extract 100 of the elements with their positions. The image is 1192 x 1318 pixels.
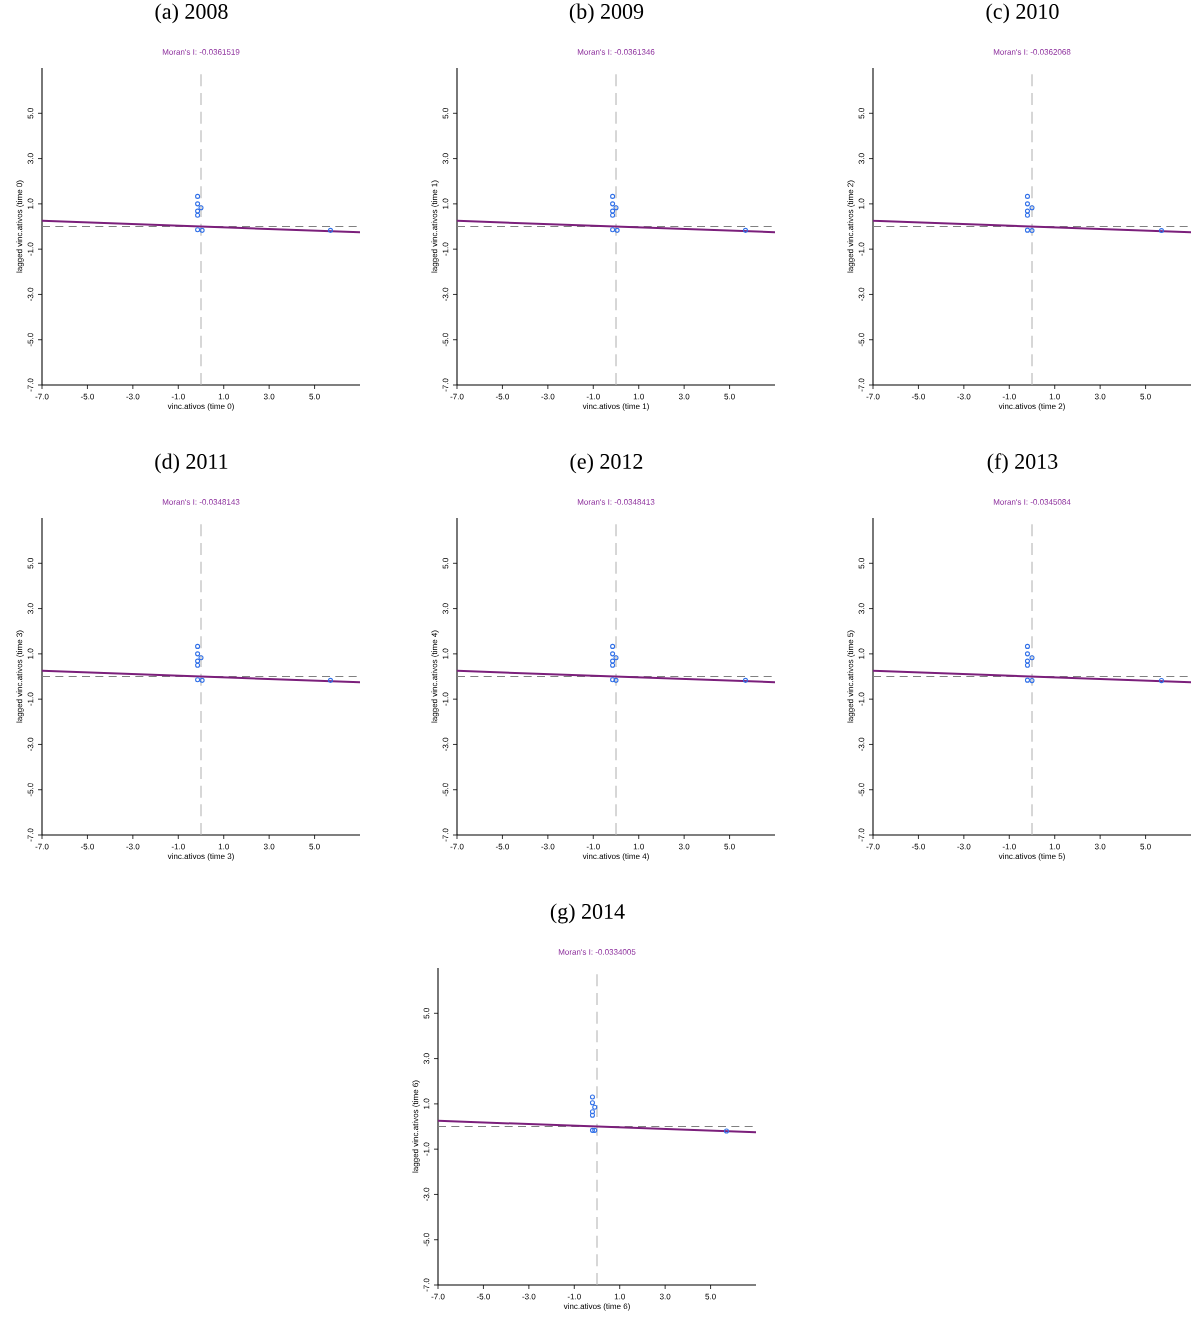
y-tick-label: 1.0 <box>858 648 865 659</box>
point <box>1024 227 1030 233</box>
y-tick-label: -1.0 <box>442 242 449 256</box>
y-tick-label: -5.0 <box>858 333 865 347</box>
y-tick-label: -5.0 <box>27 783 34 797</box>
point <box>195 662 201 668</box>
x-tick-label: -3.0 <box>522 1293 536 1300</box>
point <box>1024 193 1030 199</box>
y-tick-label: 3.0 <box>442 603 449 614</box>
x-tick-label: -5.0 <box>911 843 926 850</box>
x-axis-title: vinc.ativos (time 6) <box>563 1303 630 1311</box>
y-tick-label: -1.0 <box>27 242 34 256</box>
x-tick-label: -7.0 <box>866 393 880 400</box>
point <box>610 651 616 657</box>
x-tick-label: 1.0 <box>633 843 644 850</box>
y-tick-label: -1.0 <box>442 692 449 706</box>
x-tick-label: -1.0 <box>171 393 185 400</box>
x-tick-label: 1.0 <box>1049 843 1060 850</box>
x-tick-label: -1.0 <box>586 843 600 850</box>
x-tick-label: -3.0 <box>126 393 140 400</box>
chart-subtitle: Moran's I: -0.0334005 <box>558 949 636 955</box>
x-tick-label: -5.0 <box>495 843 510 850</box>
y-tick-label: 5.0 <box>858 558 865 569</box>
y-tick-label: 5.0 <box>423 1008 430 1019</box>
point <box>195 651 201 657</box>
x-tick-label: 3.0 <box>263 843 275 850</box>
point <box>610 227 616 233</box>
x-tick-label: -1.0 <box>1002 843 1016 850</box>
chart-subtitle: Moran's I: -0.0361346 <box>577 49 655 55</box>
point <box>198 655 204 661</box>
y-tick-label: 5.0 <box>442 558 449 569</box>
x-tick-label: -3.0 <box>541 393 555 400</box>
x-tick-label: -3.0 <box>957 843 971 850</box>
point <box>610 193 616 199</box>
y-tick-label: -3.0 <box>27 287 34 301</box>
y-tick-label: 3.0 <box>442 153 449 164</box>
y-axis-title: lagged vinc.ativos (time 2) <box>847 180 855 273</box>
point <box>1029 205 1035 211</box>
y-tick-label: -5.0 <box>27 333 34 347</box>
y-tick-label: -1.0 <box>27 692 34 706</box>
chart-title: (f) 2013 <box>987 453 1058 474</box>
y-tick-label: -3.0 <box>442 287 449 301</box>
y-axis-title: lagged vinc.ativos (time 3) <box>16 630 24 723</box>
y-tick-label: -5.0 <box>423 1233 430 1247</box>
x-tick-label: 1.0 <box>614 1293 625 1300</box>
y-tick-label: 5.0 <box>27 108 34 119</box>
y-tick-label: 1.0 <box>423 1098 430 1109</box>
x-tick-label: -7.0 <box>450 393 464 400</box>
point <box>1024 643 1030 649</box>
y-tick-label: 5.0 <box>442 108 449 119</box>
x-tick-label: -5.0 <box>911 393 926 400</box>
y-tick-label: -5.0 <box>858 783 865 797</box>
x-tick-label: -1.0 <box>171 843 185 850</box>
point <box>1024 651 1030 657</box>
point <box>195 658 201 664</box>
point <box>592 1127 598 1133</box>
y-tick-label: 3.0 <box>858 603 865 614</box>
point <box>613 677 619 683</box>
point <box>1024 662 1030 668</box>
point <box>614 227 620 233</box>
point <box>610 208 616 214</box>
x-tick-label: 1.0 <box>218 843 229 850</box>
y-tick-label: 1.0 <box>858 198 865 209</box>
y-tick-label: 1.0 <box>27 198 34 209</box>
point <box>589 1100 595 1106</box>
chart-subtitle: Moran's I: -0.0345084 <box>993 499 1071 505</box>
x-tick-label: 5.0 <box>724 393 735 400</box>
x-axis-title: vinc.ativos (time 4) <box>582 853 649 861</box>
y-axis-title: lagged vinc.ativos (time 1) <box>431 180 439 273</box>
point <box>610 212 616 218</box>
point <box>742 227 749 233</box>
x-axis-title: vinc.ativos (time 3) <box>167 853 234 861</box>
x-tick-label: 5.0 <box>724 843 735 850</box>
chart-subtitle: Moran's I: -0.0348413 <box>577 499 655 505</box>
x-tick-label: -3.0 <box>957 393 971 400</box>
point <box>195 212 201 218</box>
point <box>195 201 201 207</box>
y-tick-label: -1.0 <box>858 692 865 706</box>
y-tick-label: 3.0 <box>27 603 34 614</box>
x-tick-label: 5.0 <box>309 843 320 850</box>
x-tick-label: -5.0 <box>495 393 510 400</box>
x-tick-label: -7.0 <box>35 393 49 400</box>
point <box>610 643 616 649</box>
point <box>195 193 201 199</box>
point <box>1029 655 1035 661</box>
point <box>1158 228 1165 234</box>
y-tick-label: -1.0 <box>858 242 865 256</box>
point <box>195 677 201 683</box>
y-tick-label: 3.0 <box>27 153 34 164</box>
point <box>723 1128 730 1134</box>
y-tick-label: -3.0 <box>442 737 449 751</box>
point <box>610 677 616 683</box>
chart-title: (a) 2008 <box>155 3 228 24</box>
point <box>1029 228 1035 234</box>
x-tick-label: 3.0 <box>659 1293 671 1300</box>
x-tick-label: 3.0 <box>678 393 690 400</box>
chart-title: (b) 2009 <box>569 3 644 24</box>
x-tick-label: -7.0 <box>35 843 49 850</box>
y-tick-label: -5.0 <box>442 333 449 347</box>
x-tick-label: -1.0 <box>1002 393 1016 400</box>
